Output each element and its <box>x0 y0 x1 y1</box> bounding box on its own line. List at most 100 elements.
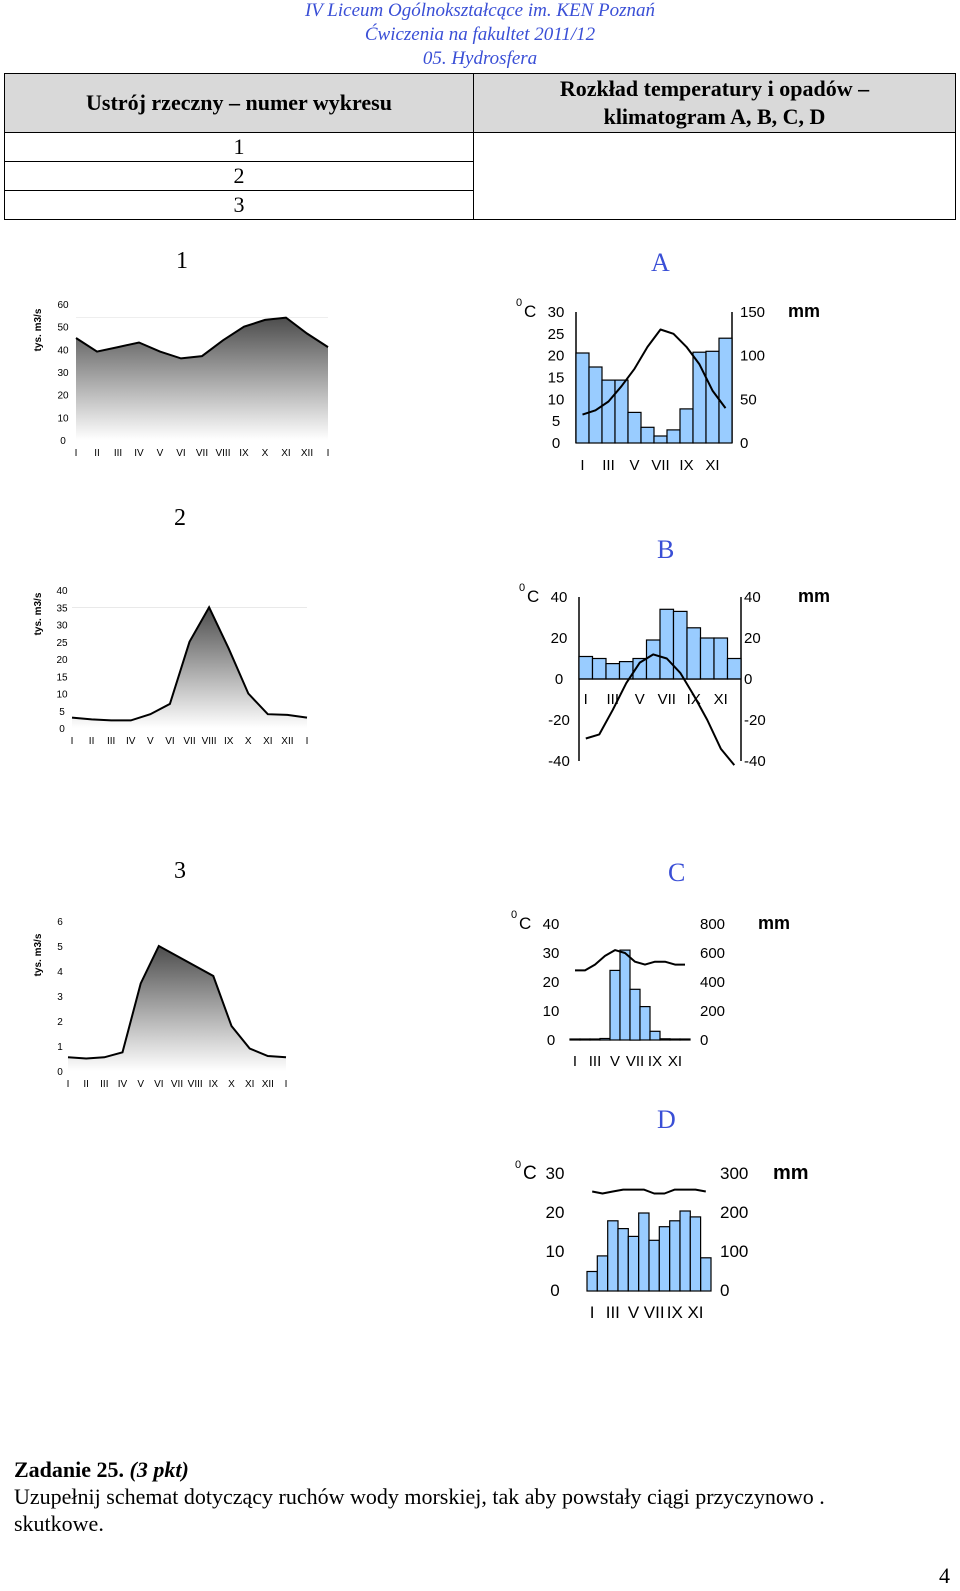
climatogram-D-temp-tick: 20 <box>546 1203 565 1222</box>
answer-cell-2[interactable] <box>473 161 956 191</box>
river-3-xtick: VI <box>154 1079 163 1090</box>
climatogram-D-precip-bar <box>689 1216 702 1292</box>
river-2-xtick: VII <box>183 736 195 747</box>
climatogram-A-precip-tick: 150 <box>740 304 765 321</box>
climatogram-D-precip-tick: 100 <box>720 1242 748 1261</box>
climatogram-B-month-label: VII <box>658 691 676 708</box>
river-2-ytick: 0 <box>59 724 65 735</box>
river-1-xtick: IV <box>134 448 144 459</box>
climatogram-C-month-label: III <box>589 1053 602 1070</box>
climatogram-A-precip-bar <box>575 352 590 444</box>
river-2-xtick: XII <box>281 736 293 747</box>
climatogram-B-temperature-line <box>585 653 736 766</box>
climatogram-B-precip-unit: mm <box>798 586 830 606</box>
climatogram-B-precip-bar <box>645 639 661 680</box>
river-1-xtick: VIII <box>215 448 230 459</box>
river-2-xtick: I <box>71 736 74 747</box>
answer-cell-3[interactable] <box>473 190 956 220</box>
river-2-ylabel: tys. m3/s <box>33 592 44 635</box>
climatogram-B-precip-tick: 40 <box>744 589 761 606</box>
climatogram-B-month-label: XI <box>714 691 728 708</box>
river-1-area-mask <box>76 317 328 359</box>
climatogram-B-precip-bar <box>591 657 607 680</box>
river-1-xtick: IX <box>239 448 249 459</box>
river-2-xtick: VI <box>165 736 174 747</box>
climatogram-D-month-label: V <box>628 1303 640 1322</box>
river-1-xtick: III <box>114 448 122 459</box>
climatogram-B-precip-bar <box>713 637 729 680</box>
climatogram-A-temp-tick: 25 <box>548 326 565 343</box>
task-points: (3 pkt) <box>129 1457 189 1482</box>
climatogram-A-precip-bar <box>614 379 629 444</box>
climatogram-A-letter: A <box>651 248 670 277</box>
river-3-ytick: 0 <box>57 1067 63 1078</box>
climatogram-A-month-label: VII <box>651 457 669 474</box>
river-2-ytick: 25 <box>56 638 68 649</box>
table-header-climate-line2: klimatogram A, B, C, D <box>603 104 826 129</box>
river-3-xtick: III <box>100 1079 108 1090</box>
climatogram-C-degree-sign: 0 <box>511 909 517 921</box>
climatogram-A-temp-tick: 20 <box>548 348 565 365</box>
climatogram-C-precip-tick: 800 <box>700 916 725 933</box>
climatogram-A-month-label: XI <box>705 457 719 474</box>
river-3-ytick: 2 <box>57 1017 63 1028</box>
climatogram-C-precip-bar <box>609 969 621 1041</box>
river-1-ytick: 50 <box>57 323 69 334</box>
river-3-xtick: X <box>228 1079 235 1090</box>
river-1-xtick: VII <box>196 448 208 459</box>
climatogram-D-temp-unit: C <box>523 1163 537 1184</box>
climatogram-B-precip-tick: 0 <box>744 671 752 688</box>
climatogram-D-precip-bar <box>700 1257 712 1292</box>
climatogram-A-precip-bar <box>653 435 668 444</box>
climatogram-D-precip-bar <box>648 1239 660 1292</box>
climatogram-C-precip-tick: 400 <box>700 974 725 991</box>
climatogram-A-precip-bar <box>588 366 603 444</box>
climatogram-A-temp-tick: 5 <box>552 413 560 430</box>
climatogram-B-precip-bar <box>686 627 702 680</box>
climatogram-B-month-label: III <box>606 691 619 708</box>
river-2-discharge-line <box>71 605 308 722</box>
climatogram-B-degree-sign: 0 <box>519 582 525 594</box>
river-1-ytick: 0 <box>60 436 66 447</box>
table-header-regime-text: Ustrój rzeczny – numer wykresu <box>86 90 392 115</box>
climatogram-B-month-label: V <box>635 691 645 708</box>
river-2-ytick: 5 <box>59 707 65 718</box>
climatogram-C-temp-tick: 30 <box>543 945 560 962</box>
task-25: Zadanie 25. (3 pkt) Uzupełnij schemat do… <box>14 1456 825 1537</box>
climatogram-A-precip-tick: 50 <box>740 391 757 408</box>
climatogram-C-temperature-line <box>575 949 685 972</box>
river-1-xtick: I <box>75 448 78 459</box>
river-2-xtick: XI <box>263 736 272 747</box>
climatogram-A-temp-tick: 30 <box>548 304 565 321</box>
task-title: Zadanie 25. <box>14 1457 125 1482</box>
river-3-xtick: XI <box>245 1079 254 1090</box>
climatogram-C-precip-bar <box>639 1005 651 1041</box>
river-3-ytick: 4 <box>57 967 63 978</box>
river-1-xtick: II <box>94 448 100 459</box>
climatogram-A-precip-tick: 0 <box>740 435 748 452</box>
climatogram-A-degree-sign: 0 <box>516 297 522 309</box>
table-header-climate-line1: Rozkład temperatury i opadów – <box>559 76 870 101</box>
climatogram-A-precip-bar <box>627 411 642 444</box>
climatogram-D-temp-tick: 10 <box>546 1242 565 1261</box>
table-header-regime: Ustrój rzeczny – numer wykresu <box>4 73 474 133</box>
climatogram-A-precip-bar <box>640 426 655 444</box>
climatogram-B-temp-tick: -40 <box>548 753 570 770</box>
climatogram-D-month-label: VII <box>644 1303 665 1322</box>
climatogram-C-precip-bar <box>569 1038 581 1041</box>
climatogram-D-precip-bar <box>669 1220 681 1292</box>
river-2-xtick: I <box>306 736 309 747</box>
river-1-ytick: 40 <box>57 345 69 356</box>
climatogram-A-precip-bar <box>601 379 616 444</box>
river-3-xtick: VIII <box>188 1079 203 1090</box>
climatogram-D-month-label: III <box>606 1303 620 1322</box>
header-topic: 05. Hydrosfera <box>422 48 538 69</box>
river-chart-2-number: 2 <box>174 505 186 531</box>
river-1-xtick: VI <box>176 448 185 459</box>
river-1-ylabel: tys. m3/s <box>33 308 44 351</box>
answer-cell-1[interactable] <box>473 132 956 162</box>
river-1-xtick: V <box>157 448 164 459</box>
climatogram-C-precip-bar <box>579 1038 591 1041</box>
climatogram-C-precip-tick: 0 <box>700 1032 708 1049</box>
